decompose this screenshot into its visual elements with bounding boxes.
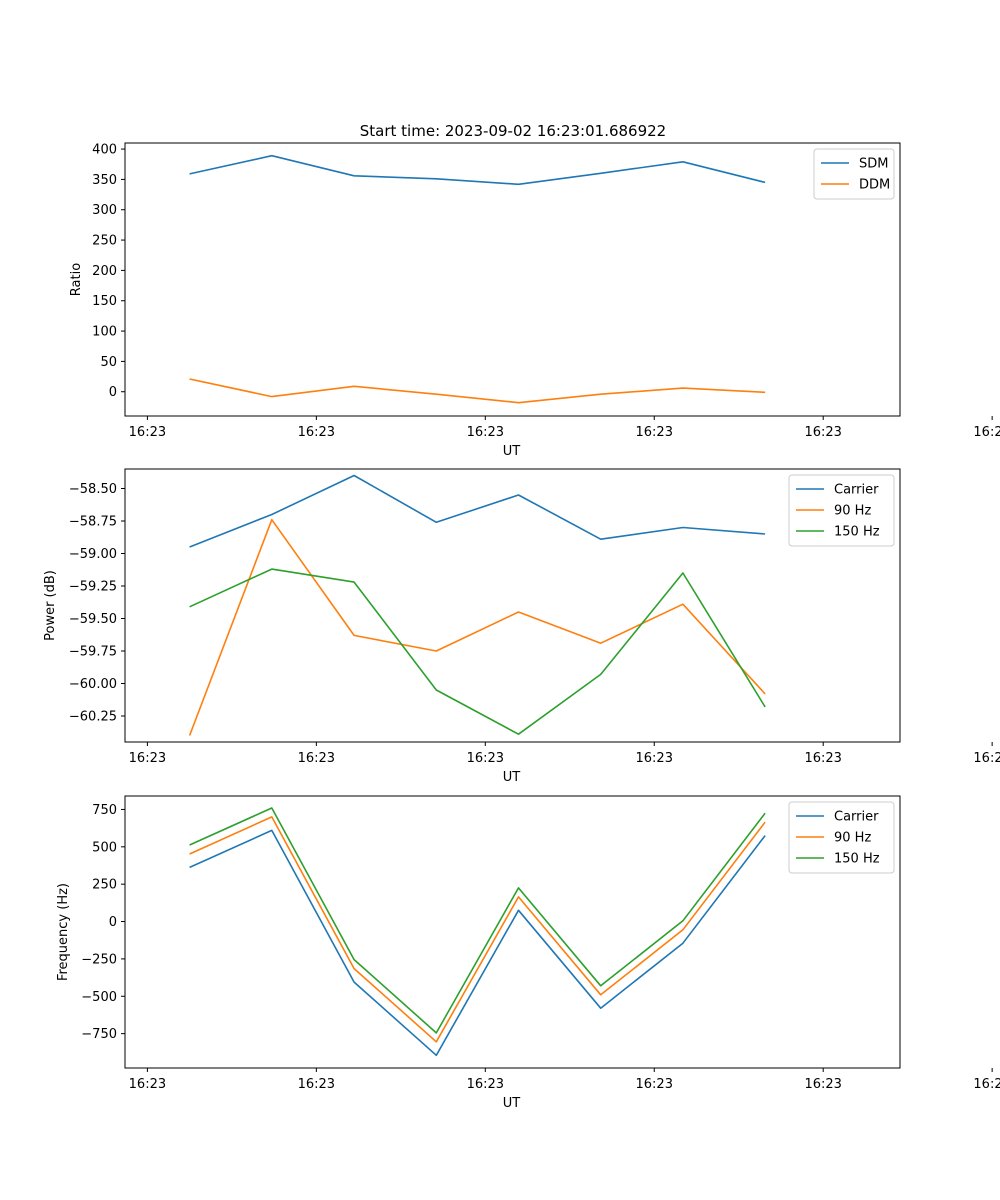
series-line-carrier xyxy=(189,474,766,548)
legend-label: 90 Hz xyxy=(834,504,871,519)
y-tick-label: 50 xyxy=(100,355,117,370)
y-tick-label: 250 xyxy=(92,234,117,249)
series-line-ddm xyxy=(189,378,766,404)
x-tick-label: 16:23 xyxy=(467,751,504,766)
legend-label: Carrier xyxy=(834,483,879,498)
x-tick-label: 16:23 xyxy=(467,1077,504,1092)
y-tick-label: 0 xyxy=(109,915,117,930)
x-tick-label: 16:23 xyxy=(804,751,841,766)
y-tick-label: −500 xyxy=(81,990,117,1005)
chart-frequency: 16:2316:2316:2316:2316:2316:2316:24−750−… xyxy=(56,795,1000,1111)
legend: Carrier 90 Hz 150 Hz xyxy=(788,474,895,547)
legend-label: 150 Hz xyxy=(834,852,880,867)
legend-label: DDM xyxy=(859,178,890,193)
y-tick-label: −60.25 xyxy=(69,710,117,725)
y-tick-label: 750 xyxy=(92,803,117,818)
series-line-90-hz xyxy=(188,518,766,736)
legend-label: 90 Hz xyxy=(834,831,871,846)
legend-box xyxy=(788,801,895,874)
x-tick-label: 16:23 xyxy=(636,425,673,440)
series-line-sdm xyxy=(189,154,766,186)
y-axis-label: Power (dB) xyxy=(43,570,58,641)
legend-box xyxy=(788,474,895,547)
y-axis-label: Ratio xyxy=(69,263,84,296)
y-tick-label: −59.00 xyxy=(69,547,117,562)
y-tick-label: −59.50 xyxy=(69,612,117,627)
chart-ratio: 16:2316:2316:2316:2316:2316:2316:2405010… xyxy=(69,142,1000,459)
axes-frame xyxy=(124,795,901,1069)
x-tick-label: 16:23 xyxy=(973,425,1000,440)
y-tick-label: 400 xyxy=(92,143,117,158)
x-tick-label: 16:23 xyxy=(298,751,335,766)
y-tick-label: 250 xyxy=(92,878,117,893)
y-tick-label: 0 xyxy=(109,385,117,400)
x-tick-label: 16:23 xyxy=(298,1077,335,1092)
y-tick-label: 150 xyxy=(92,294,117,309)
x-tick-label: 16:23 xyxy=(973,751,1000,766)
x-tick-label: 16:23 xyxy=(129,425,166,440)
x-axis-label: UT xyxy=(503,770,521,785)
axes-frame xyxy=(124,468,901,743)
x-tick-label: 16:23 xyxy=(636,1077,673,1092)
x-tick-label: 16:23 xyxy=(804,1077,841,1092)
x-tick-label: 16:23 xyxy=(973,1077,1000,1092)
y-tick-label: −59.25 xyxy=(69,580,117,595)
y-tick-label: 300 xyxy=(92,203,117,218)
legend-label: SDM xyxy=(859,157,888,172)
series-line-150-hz xyxy=(189,568,766,736)
y-axis-label: Frequency (Hz) xyxy=(56,883,71,981)
y-tick-label: 500 xyxy=(92,840,117,855)
x-tick-label: 16:23 xyxy=(467,425,504,440)
legend: Carrier 90 Hz 150 Hz xyxy=(788,801,895,874)
legend: SDM DDM xyxy=(813,148,895,200)
y-tick-label: −59.75 xyxy=(69,645,117,660)
y-tick-label: 100 xyxy=(92,325,117,340)
y-tick-label: −58.50 xyxy=(69,482,117,497)
series-line-90-hz xyxy=(189,816,766,1043)
series-line-150-hz xyxy=(189,807,766,1034)
y-tick-label: −60.00 xyxy=(69,677,117,692)
y-tick-label: −250 xyxy=(81,952,117,967)
legend-box xyxy=(813,148,895,200)
x-tick-label: 16:23 xyxy=(636,751,673,766)
x-tick-label: 16:23 xyxy=(804,425,841,440)
chart-power: 16:2316:2316:2316:2316:2316:2316:24−60.2… xyxy=(43,468,1000,785)
axes-frame xyxy=(124,142,901,417)
figure-title: Start time: 2023-09-02 16:23:01.686922 xyxy=(360,122,666,140)
series-line-carrier xyxy=(189,829,766,1057)
x-tick-label: 16:23 xyxy=(129,1077,166,1092)
y-tick-label: 350 xyxy=(92,173,117,188)
legend-label: Carrier xyxy=(834,810,879,825)
x-axis-label: UT xyxy=(503,1096,521,1111)
legend-label: 150 Hz xyxy=(834,525,880,540)
x-axis-label: UT xyxy=(503,444,521,459)
x-tick-label: 16:23 xyxy=(129,751,166,766)
x-tick-label: 16:23 xyxy=(298,425,335,440)
y-tick-label: −58.75 xyxy=(69,515,117,530)
y-tick-label: 200 xyxy=(92,264,117,279)
y-tick-label: −750 xyxy=(81,1027,117,1042)
